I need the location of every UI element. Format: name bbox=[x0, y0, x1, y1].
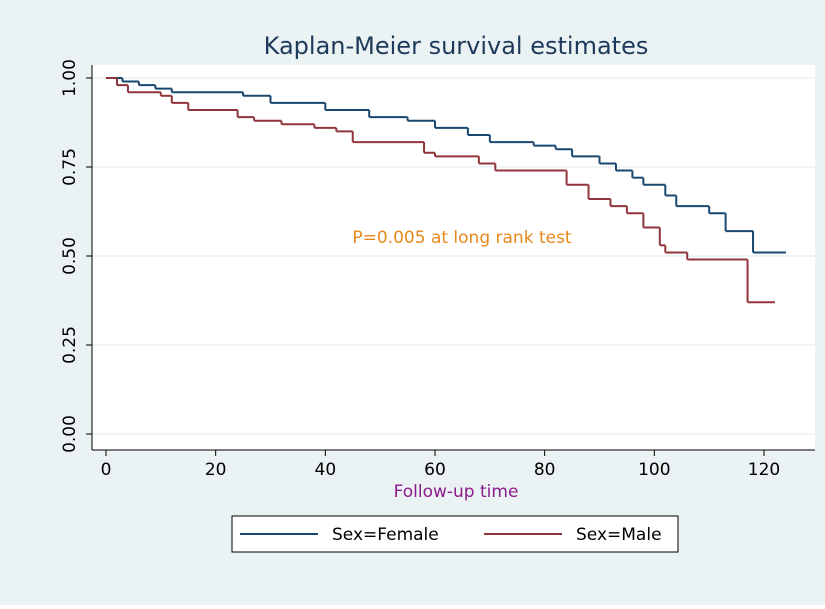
annotation: P=0.005 at long rank test bbox=[352, 228, 572, 248]
legend-label: Sex=Male bbox=[576, 525, 662, 545]
y-tick-label: 1.00 bbox=[60, 59, 80, 97]
x-tick-label: 0 bbox=[101, 460, 112, 480]
y-tick-label: 0.25 bbox=[60, 326, 80, 364]
y-tick-label: 0.75 bbox=[60, 148, 80, 186]
plot-area bbox=[92, 65, 815, 450]
x-tick-label: 20 bbox=[205, 460, 227, 480]
chart-title: Kaplan-Meier survival estimates bbox=[264, 32, 649, 60]
legend-label: Sex=Female bbox=[332, 525, 439, 545]
y-tick-label: 0.50 bbox=[60, 237, 80, 275]
x-axis-label: Follow-up time bbox=[394, 482, 519, 502]
x-tick-label: 120 bbox=[748, 460, 780, 480]
y-tick-label: 0.00 bbox=[60, 415, 80, 453]
x-tick-label: 60 bbox=[424, 460, 446, 480]
x-tick-label: 80 bbox=[534, 460, 556, 480]
x-tick-label: 40 bbox=[315, 460, 337, 480]
x-tick-label: 100 bbox=[638, 460, 670, 480]
